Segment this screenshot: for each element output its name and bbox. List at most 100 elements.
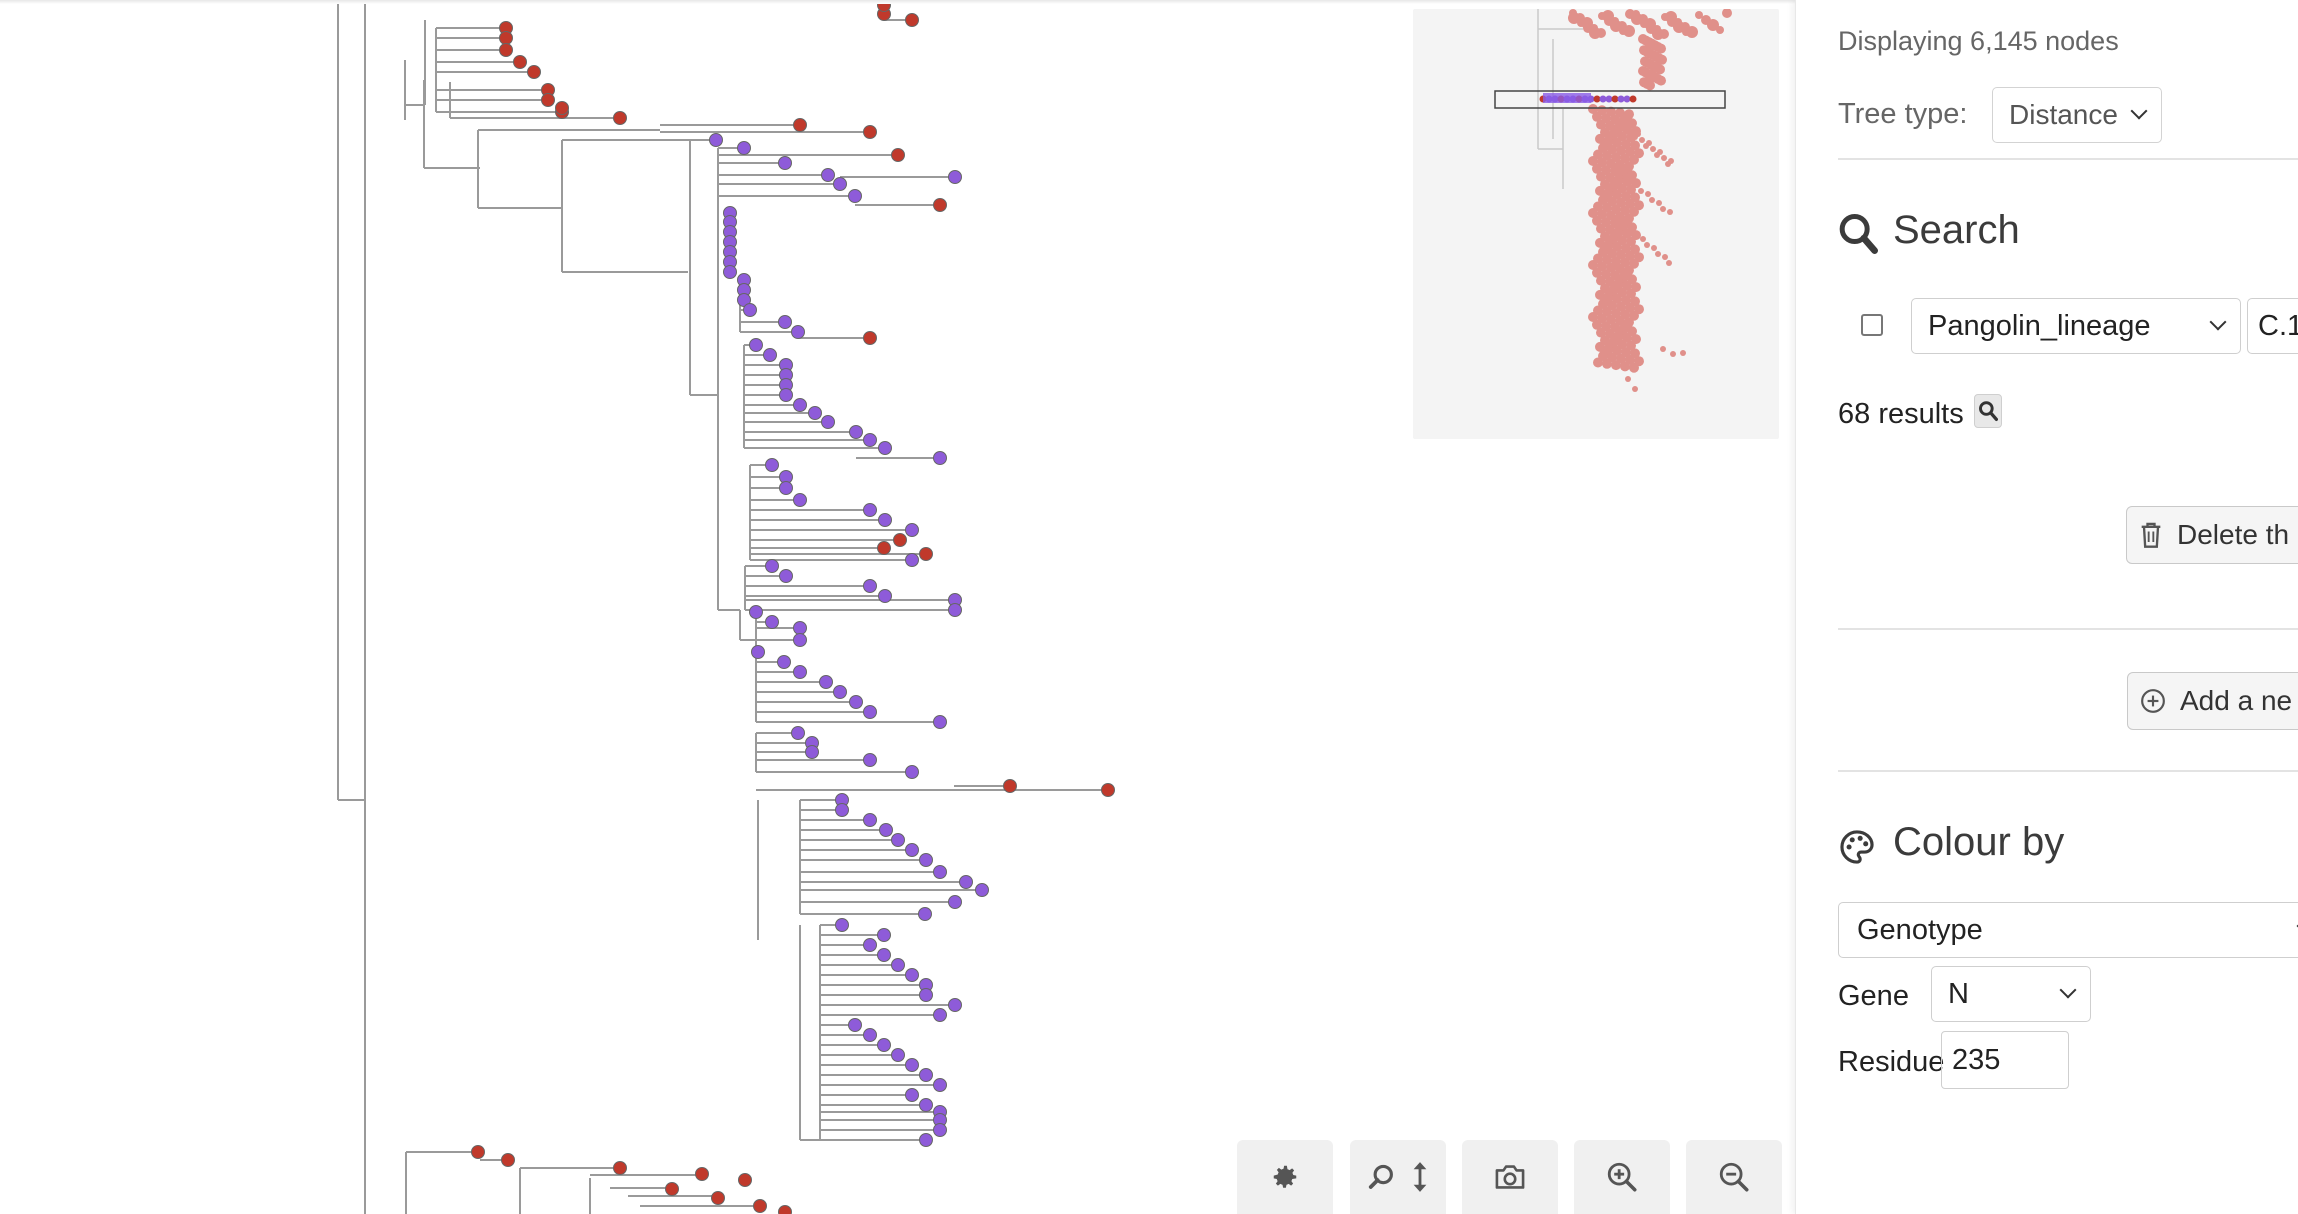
tree-node[interactable] bbox=[918, 907, 932, 921]
search-value-input[interactable]: C.1. bbox=[2247, 298, 2298, 354]
tree-node[interactable] bbox=[541, 93, 555, 107]
tree-node[interactable] bbox=[793, 633, 807, 647]
zoom-out-button[interactable] bbox=[1686, 1140, 1782, 1214]
tree-node[interactable] bbox=[919, 1068, 933, 1082]
tree-node[interactable] bbox=[891, 148, 905, 162]
tree-node[interactable] bbox=[919, 988, 933, 1002]
tree-node[interactable] bbox=[919, 1133, 933, 1147]
tree-node[interactable] bbox=[933, 1008, 947, 1022]
tree-node[interactable] bbox=[891, 1048, 905, 1062]
tree-node[interactable] bbox=[905, 523, 919, 537]
residue-input[interactable]: 235 bbox=[1941, 1031, 2069, 1089]
tree-node[interactable] bbox=[863, 938, 877, 952]
tree-node[interactable] bbox=[793, 118, 807, 132]
gene-select[interactable]: N bbox=[1931, 966, 2091, 1022]
tree-node[interactable] bbox=[665, 1182, 679, 1196]
tree-node[interactable] bbox=[849, 425, 863, 439]
tree-node[interactable] bbox=[863, 813, 877, 827]
tree-node[interactable] bbox=[821, 168, 835, 182]
tree-node[interactable] bbox=[765, 458, 779, 472]
add-search-button[interactable]: Add a ne bbox=[2127, 672, 2298, 730]
tree-node[interactable] bbox=[471, 1145, 485, 1159]
tree-node[interactable] bbox=[778, 1205, 792, 1214]
tree-node[interactable] bbox=[805, 745, 819, 759]
tree-node[interactable] bbox=[793, 398, 807, 412]
tree-node[interactable] bbox=[791, 325, 805, 339]
tree-node[interactable] bbox=[905, 968, 919, 982]
tree-node[interactable] bbox=[778, 315, 792, 329]
search-field-select[interactable]: Pangolin_lineage bbox=[1911, 298, 2241, 354]
tree-node[interactable] bbox=[863, 331, 877, 345]
tree-node[interactable] bbox=[877, 541, 891, 555]
tree-node[interactable] bbox=[933, 1123, 947, 1137]
tree-node[interactable] bbox=[793, 493, 807, 507]
tree-node[interactable] bbox=[948, 895, 962, 909]
colour-by-select[interactable]: Genotype bbox=[1838, 902, 2298, 958]
tree-node[interactable] bbox=[933, 1078, 947, 1092]
tree-node[interactable] bbox=[849, 695, 863, 709]
tree-node[interactable] bbox=[905, 13, 919, 27]
settings-button[interactable] bbox=[1237, 1140, 1333, 1214]
tree-node[interactable] bbox=[513, 55, 527, 69]
tree-node[interactable] bbox=[878, 513, 892, 527]
tree-node[interactable] bbox=[919, 1098, 933, 1112]
tree-node[interactable] bbox=[613, 111, 627, 125]
tree-type-select[interactable]: Distance bbox=[1992, 87, 2162, 143]
tree-node[interactable] bbox=[793, 621, 807, 635]
tree-node[interactable] bbox=[779, 388, 793, 402]
minimap-canvas[interactable] bbox=[1413, 9, 1779, 439]
tree-node[interactable] bbox=[835, 918, 849, 932]
zoom-vertical-button[interactable] bbox=[1350, 1140, 1446, 1214]
tree-node[interactable] bbox=[933, 198, 947, 212]
tree-node[interactable] bbox=[905, 843, 919, 857]
tree-node[interactable] bbox=[933, 451, 947, 465]
tree-node[interactable] bbox=[765, 559, 779, 573]
tree-node[interactable] bbox=[821, 415, 835, 429]
tree-node[interactable] bbox=[863, 433, 877, 447]
tree-node[interactable] bbox=[833, 685, 847, 699]
tree-node[interactable] bbox=[879, 823, 893, 837]
tree-node[interactable] bbox=[848, 189, 862, 203]
zoom-in-button[interactable] bbox=[1574, 1140, 1670, 1214]
tree-node[interactable] bbox=[1003, 779, 1017, 793]
tree-node[interactable] bbox=[833, 177, 847, 191]
tree-node[interactable] bbox=[499, 31, 513, 45]
tree-node[interactable] bbox=[863, 125, 877, 139]
tree-node[interactable] bbox=[877, 948, 891, 962]
tree-node[interactable] bbox=[778, 156, 792, 170]
tree-node[interactable] bbox=[905, 765, 919, 779]
tree-node[interactable] bbox=[905, 1088, 919, 1102]
tree-node[interactable] bbox=[878, 441, 892, 455]
tree-node[interactable] bbox=[808, 406, 822, 420]
tree-node[interactable] bbox=[779, 481, 793, 495]
tree-node[interactable] bbox=[709, 133, 723, 147]
minimap[interactable] bbox=[1413, 9, 1779, 439]
tree-node[interactable] bbox=[499, 43, 513, 57]
tree-node[interactable] bbox=[919, 853, 933, 867]
tree-node[interactable] bbox=[905, 553, 919, 567]
tree-node[interactable] bbox=[959, 875, 973, 889]
tree-node[interactable] bbox=[738, 1173, 752, 1187]
tree-node[interactable] bbox=[723, 265, 737, 279]
tree-node[interactable] bbox=[891, 833, 905, 847]
tree-node[interactable] bbox=[743, 303, 757, 317]
tree-viewport[interactable] bbox=[0, 0, 1795, 1214]
tree-node[interactable] bbox=[501, 1153, 515, 1167]
tree-node[interactable] bbox=[891, 958, 905, 972]
tree-node[interactable] bbox=[819, 675, 833, 689]
tree-node[interactable] bbox=[863, 705, 877, 719]
tree-node[interactable] bbox=[835, 803, 849, 817]
tree-node[interactable] bbox=[779, 569, 793, 583]
tree-node[interactable] bbox=[933, 715, 947, 729]
tree-node[interactable] bbox=[527, 65, 541, 79]
tree-node[interactable] bbox=[948, 603, 962, 617]
tree-node[interactable] bbox=[863, 1028, 877, 1042]
delete-search-button[interactable]: Delete th bbox=[2126, 506, 2298, 564]
tree-node[interactable] bbox=[948, 998, 962, 1012]
tree-node[interactable] bbox=[919, 547, 933, 561]
tree-node[interactable] bbox=[777, 655, 791, 669]
tree-node[interactable] bbox=[751, 645, 765, 659]
tree-node[interactable] bbox=[1101, 783, 1115, 797]
tree-node[interactable] bbox=[613, 1161, 627, 1175]
tree-node[interactable] bbox=[863, 503, 877, 517]
